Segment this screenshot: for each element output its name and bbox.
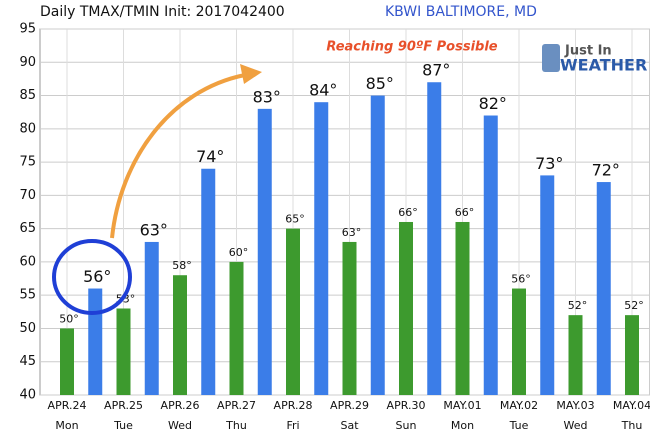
x-tick-label: APR.30 [387, 399, 426, 412]
value-label: 50° [59, 312, 79, 325]
y-tick-label: 75 [19, 155, 36, 170]
value-label: 66° [398, 206, 418, 219]
x-tick-label: MAY.04 [613, 399, 650, 412]
value-label: 84° [309, 81, 337, 100]
logo-text: WEATHER [560, 56, 647, 75]
x-tick-label: APR.29 [330, 399, 369, 412]
x-tick-label: APR.25 [104, 399, 143, 412]
y-tick-label: 65 [19, 221, 36, 236]
bar [342, 241, 357, 395]
bar [370, 95, 385, 395]
arrow-head [240, 64, 262, 84]
y-tick-label: 70 [19, 188, 36, 203]
y-tick-label: 45 [19, 354, 36, 369]
x-tick-label: MAY.02 [500, 399, 538, 412]
bar [173, 275, 187, 395]
logo-text: Just In [564, 44, 612, 59]
x-tick-label: MAY.01 [443, 399, 481, 412]
value-label: 66° [455, 206, 475, 219]
bar [88, 288, 103, 395]
x-day-label: Wed [168, 419, 192, 432]
bar [596, 182, 611, 395]
value-label: 72° [592, 161, 620, 180]
x-tick-label: APR.28 [274, 399, 313, 412]
value-label: 83° [253, 87, 281, 106]
bar [144, 241, 159, 395]
bar [201, 168, 216, 395]
y-tick-label: 85 [19, 88, 36, 103]
chart-title: Daily TMAX/TMIN Init: 2017042400 [40, 4, 285, 20]
arrow [110, 73, 246, 239]
x-day-label: Thu [225, 419, 247, 432]
y-tick-label: 55 [19, 288, 36, 303]
value-label: 65° [285, 213, 305, 226]
chart-subtitle: KBWI BALTIMORE, MD [385, 4, 537, 20]
annotation: Reaching 90ºF Possible [326, 40, 497, 55]
value-label: 63° [140, 220, 168, 239]
x-day-label: Wed [564, 419, 588, 432]
y-tick-label: 60 [19, 254, 36, 269]
bar [257, 108, 272, 395]
bar [116, 308, 131, 395]
x-day-label: Thu [621, 419, 643, 432]
value-label: 60° [229, 246, 249, 259]
value-label: 63° [342, 226, 362, 239]
bar [455, 221, 470, 395]
logo-icon [542, 44, 560, 72]
bar [540, 175, 555, 395]
x-tick-label: MAY.03 [556, 399, 594, 412]
y-tick-label: 40 [19, 388, 36, 403]
value-label: 82° [479, 94, 507, 113]
x-tick-label: APR.27 [217, 399, 256, 412]
highlight-circle [52, 239, 132, 315]
value-label: 87° [422, 61, 450, 80]
x-tick-label: APR.24 [48, 399, 87, 412]
bar [483, 115, 498, 395]
value-label: 58° [172, 259, 192, 272]
x-day-label: Fri [286, 419, 299, 432]
bar [625, 315, 639, 395]
bar [229, 261, 244, 395]
x-day-label: Tue [509, 419, 529, 432]
y-tick-label: 80 [19, 121, 36, 136]
bar [427, 82, 442, 396]
value-label: 73° [535, 154, 563, 173]
logo: Just In WEATHER [542, 44, 647, 75]
value-label: 52° [568, 299, 588, 312]
x-day-label: Mon [451, 419, 474, 432]
bar [60, 328, 74, 395]
bar [568, 315, 583, 395]
y-tick-label: 90 [19, 55, 36, 70]
x-day-label: Tue [113, 419, 133, 432]
value-label: 74° [196, 147, 224, 166]
value-label: 56° [511, 273, 531, 286]
value-label: 85° [366, 74, 394, 93]
y-tick-label: 95 [19, 22, 36, 37]
x-day-label: Sun [396, 419, 417, 432]
y-tick-label: 50 [19, 321, 36, 336]
x-tick-label: APR.26 [161, 399, 200, 412]
bar [399, 221, 413, 395]
bar [286, 228, 300, 395]
value-label: 56° [83, 267, 111, 286]
bar [314, 102, 329, 395]
x-day-label: Sat [340, 419, 359, 432]
value-label: 52° [624, 299, 644, 312]
bar [512, 288, 526, 395]
x-day-label: Mon [55, 419, 78, 432]
